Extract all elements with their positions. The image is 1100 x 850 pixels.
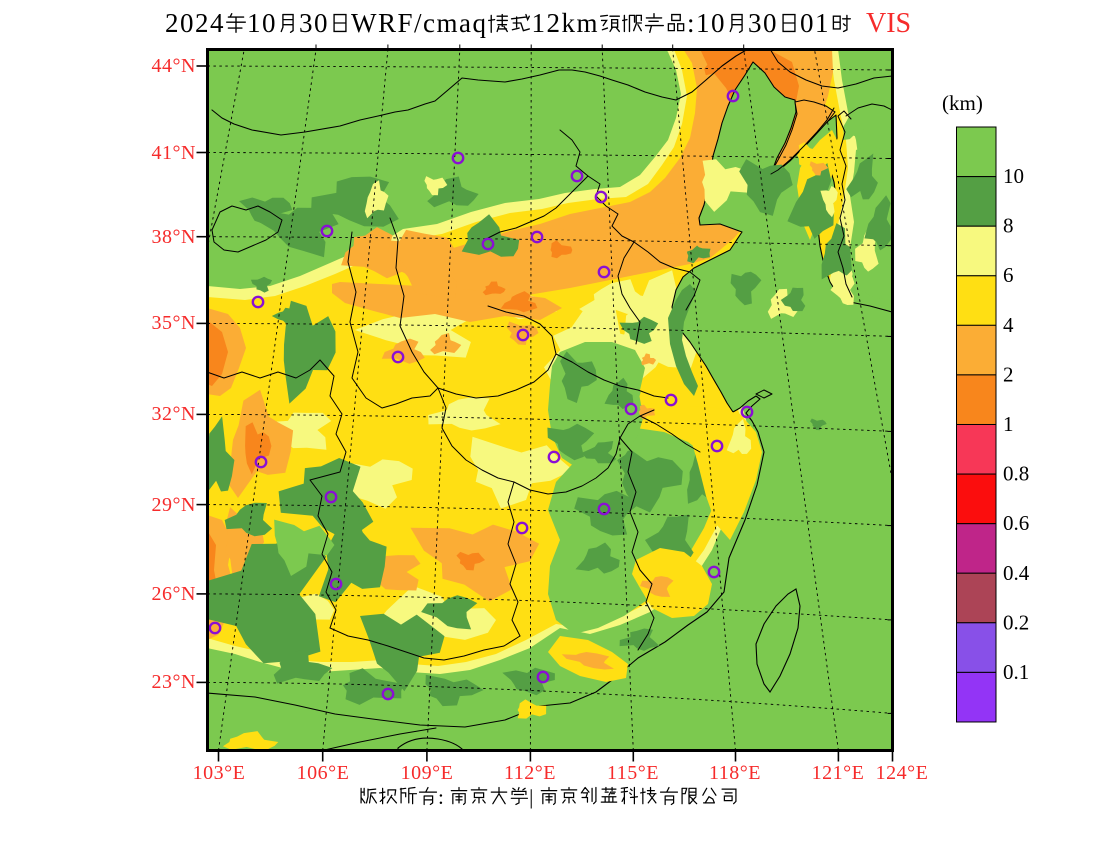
- svg-text:0.1: 0.1: [1003, 660, 1029, 684]
- svg-text:6: 6: [1003, 263, 1014, 287]
- svg-text:2: 2: [1003, 362, 1014, 386]
- svg-text:0.2: 0.2: [1003, 610, 1029, 634]
- svg-text:(km): (km): [942, 91, 983, 115]
- svg-text:0.6: 0.6: [1003, 511, 1029, 535]
- svg-text:10: 10: [1003, 164, 1024, 188]
- svg-text:1: 1: [1003, 412, 1014, 436]
- svg-text:0.8: 0.8: [1003, 462, 1029, 486]
- svg-text:0.4: 0.4: [1003, 561, 1030, 585]
- svg-text:8: 8: [1003, 214, 1014, 238]
- svg-text:4: 4: [1003, 313, 1014, 337]
